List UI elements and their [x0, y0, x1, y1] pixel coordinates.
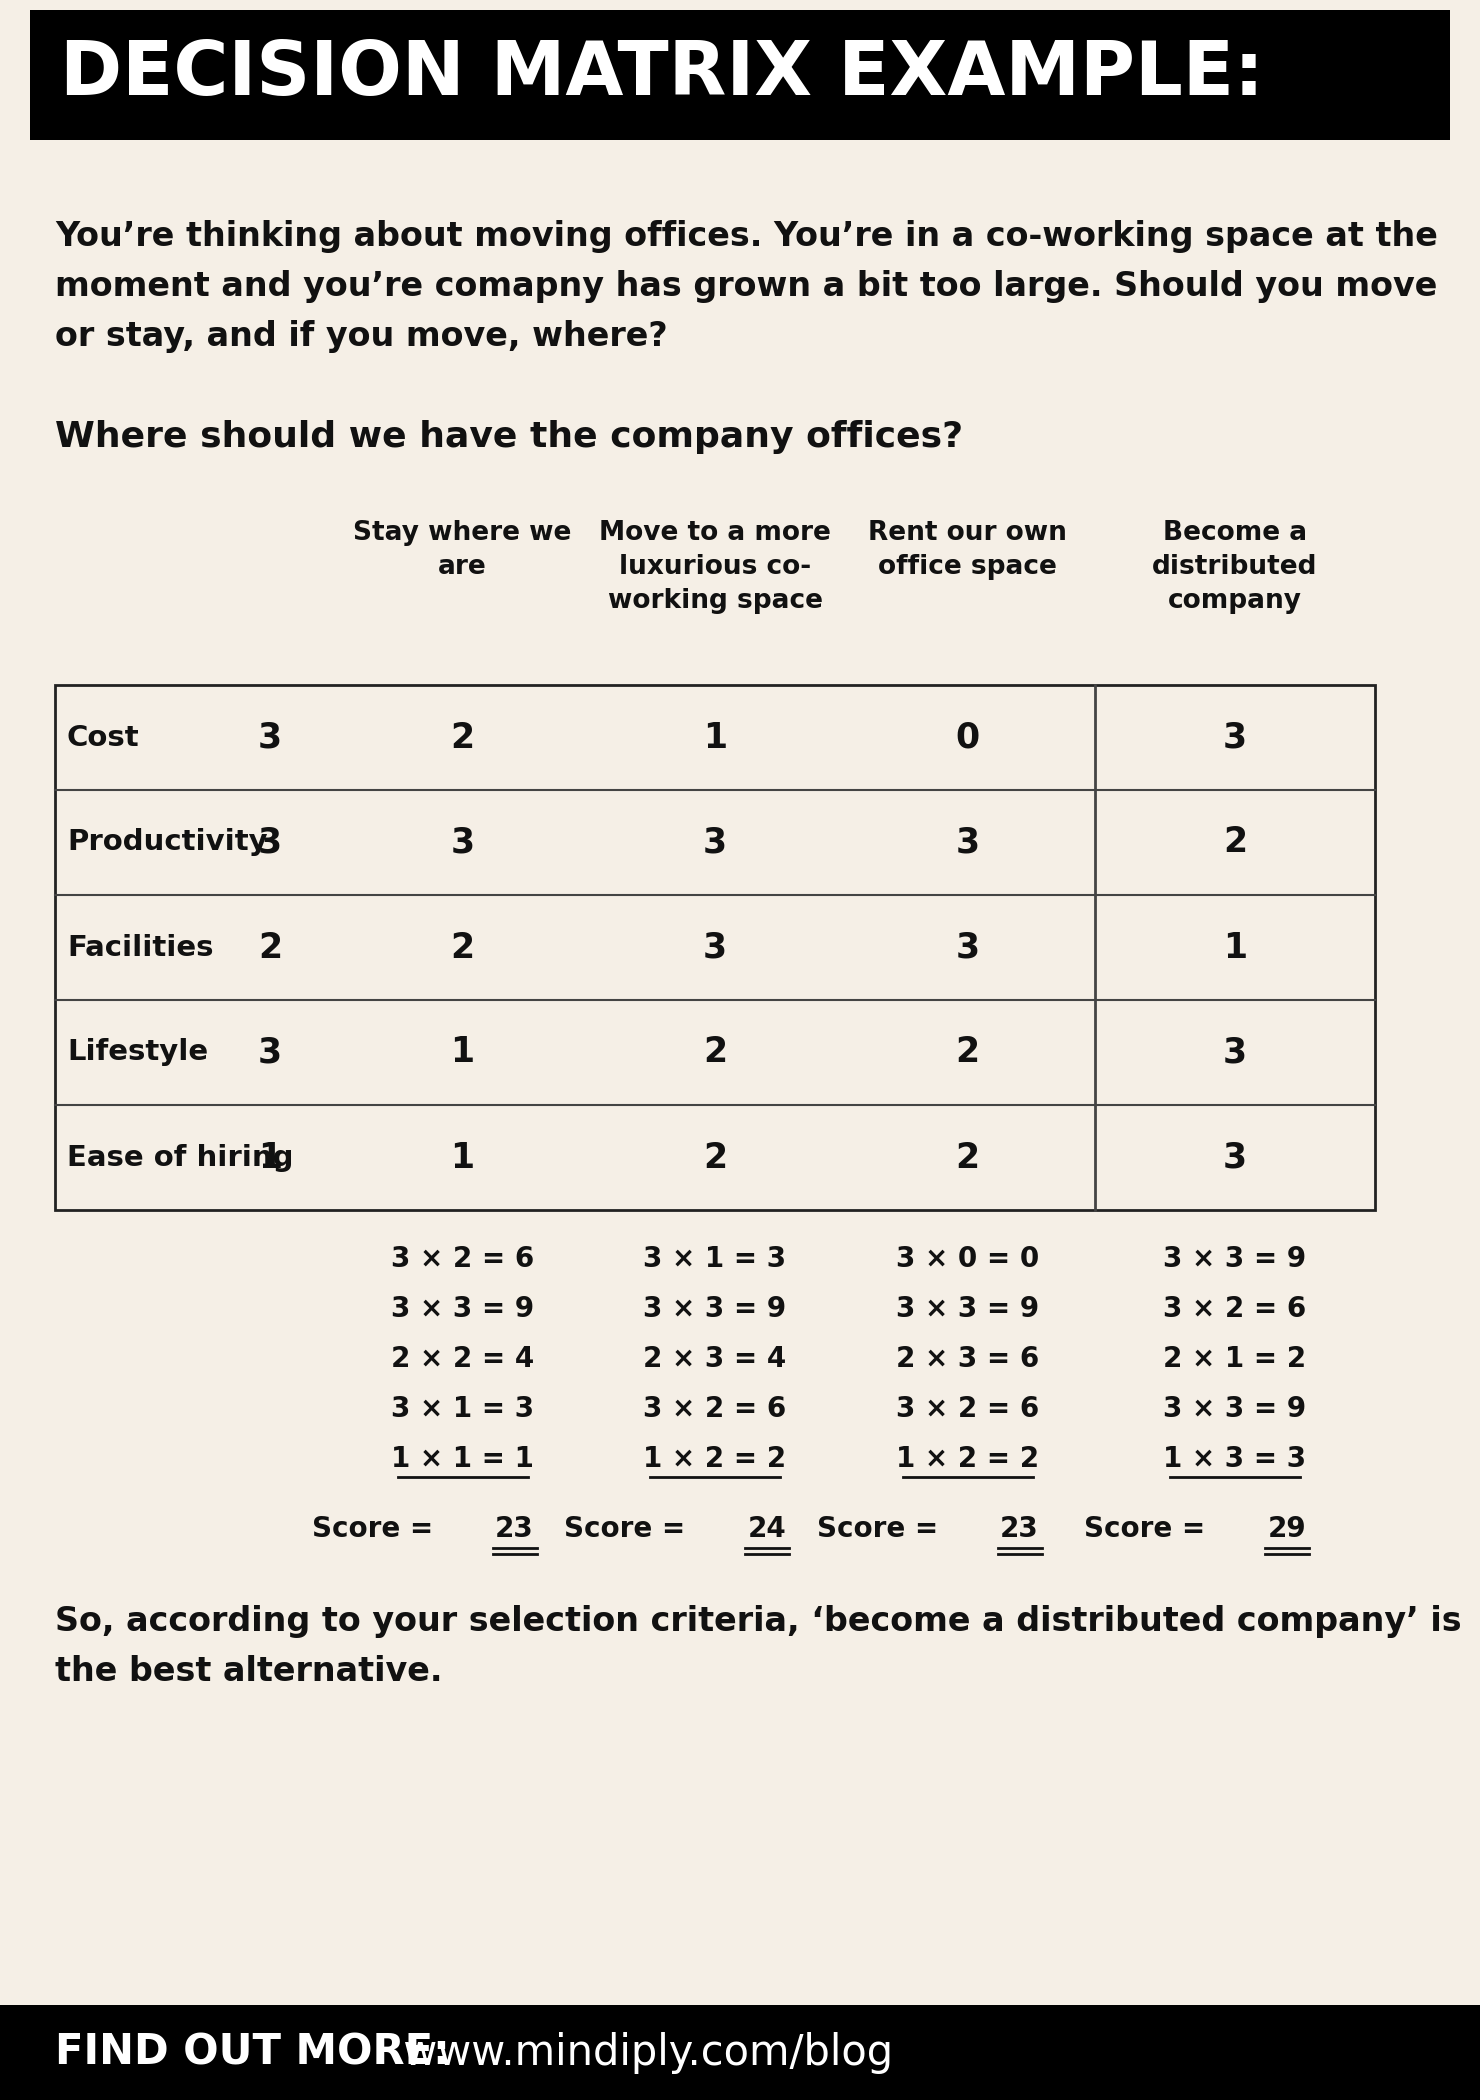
- Text: 3: 3: [258, 720, 283, 754]
- Text: 2 × 3 = 6: 2 × 3 = 6: [895, 1344, 1039, 1373]
- Text: 24: 24: [747, 1514, 786, 1544]
- Text: 2 × 3 = 4: 2 × 3 = 4: [644, 1344, 787, 1373]
- Text: 3 × 3 = 9: 3 × 3 = 9: [391, 1296, 534, 1323]
- Text: 1: 1: [703, 720, 727, 754]
- Text: 1 × 2 = 2: 1 × 2 = 2: [644, 1445, 786, 1472]
- Text: 1: 1: [450, 1035, 475, 1069]
- Text: 3 × 3 = 9: 3 × 3 = 9: [895, 1296, 1039, 1323]
- Text: 3 × 2 = 6: 3 × 2 = 6: [644, 1394, 787, 1424]
- Text: DECISION MATRIX EXAMPLE:: DECISION MATRIX EXAMPLE:: [61, 38, 1264, 111]
- Text: 1 × 1 = 1: 1 × 1 = 1: [391, 1445, 534, 1472]
- Text: Score =: Score =: [564, 1514, 696, 1544]
- Text: 2: 2: [956, 1140, 980, 1174]
- Text: Stay where we
are: Stay where we are: [354, 521, 571, 580]
- Text: 2 × 2 = 4: 2 × 2 = 4: [391, 1344, 534, 1373]
- Text: Score =: Score =: [312, 1514, 443, 1544]
- Text: 3: 3: [703, 825, 727, 859]
- Text: 3 × 3 = 9: 3 × 3 = 9: [1163, 1394, 1307, 1424]
- Text: 2: 2: [703, 1140, 727, 1174]
- Text: 1: 1: [450, 1140, 475, 1174]
- Text: 2: 2: [450, 930, 475, 964]
- Text: 3: 3: [956, 825, 980, 859]
- Text: 2: 2: [258, 930, 283, 964]
- Text: Score =: Score =: [1085, 1514, 1215, 1544]
- Text: Cost: Cost: [67, 724, 139, 752]
- Text: 3 × 2 = 6: 3 × 2 = 6: [895, 1394, 1039, 1424]
- Text: 3 × 2 = 6: 3 × 2 = 6: [1163, 1296, 1307, 1323]
- Text: 23: 23: [1000, 1514, 1039, 1544]
- Text: So, according to your selection criteria, ‘become a distributed company’ is
the : So, according to your selection criteria…: [55, 1604, 1462, 1688]
- Text: Move to a more
luxurious co-
working space: Move to a more luxurious co- working spa…: [599, 521, 830, 613]
- Text: 3 × 1 = 3: 3 × 1 = 3: [391, 1394, 534, 1424]
- Text: You’re thinking about moving offices. You’re in a co-working space at the
moment: You’re thinking about moving offices. Yo…: [55, 220, 1439, 353]
- Text: 3: 3: [703, 930, 727, 964]
- Text: 2 × 1 = 2: 2 × 1 = 2: [1163, 1344, 1307, 1373]
- Text: 3 × 3 = 9: 3 × 3 = 9: [1163, 1245, 1307, 1273]
- Text: 3: 3: [450, 825, 475, 859]
- Text: 3: 3: [1222, 1035, 1248, 1069]
- Text: 3 × 2 = 6: 3 × 2 = 6: [391, 1245, 534, 1273]
- Text: 29: 29: [1268, 1514, 1307, 1544]
- Text: www.mindiply.com/blog: www.mindiply.com/blog: [391, 2031, 892, 2073]
- Text: 2: 2: [1222, 825, 1248, 859]
- Text: FIND OUT MORE:: FIND OUT MORE:: [55, 2031, 450, 2073]
- Text: 3: 3: [258, 825, 283, 859]
- Text: 3: 3: [1222, 720, 1248, 754]
- Text: 1: 1: [258, 1140, 283, 1174]
- Text: 1 × 2 = 2: 1 × 2 = 2: [895, 1445, 1039, 1472]
- Text: 3: 3: [1222, 1140, 1248, 1174]
- Bar: [55, 685, 1375, 1210]
- Text: Ease of hiring: Ease of hiring: [67, 1144, 293, 1172]
- Text: 3 × 1 = 3: 3 × 1 = 3: [644, 1245, 786, 1273]
- Text: 0: 0: [956, 720, 980, 754]
- Text: 2: 2: [703, 1035, 727, 1069]
- Bar: [0, 2006, 1480, 2100]
- Text: 2: 2: [956, 1035, 980, 1069]
- Text: Rent our own
office space: Rent our own office space: [869, 521, 1067, 580]
- Text: 2: 2: [450, 720, 475, 754]
- Text: 3: 3: [258, 1035, 283, 1069]
- Text: Lifestyle: Lifestyle: [67, 1040, 209, 1067]
- Text: Facilities: Facilities: [67, 934, 213, 962]
- Bar: [30, 10, 1450, 141]
- Text: Score =: Score =: [817, 1514, 947, 1544]
- Text: 3 × 0 = 0: 3 × 0 = 0: [895, 1245, 1039, 1273]
- Text: 3 × 3 = 9: 3 × 3 = 9: [644, 1296, 786, 1323]
- Text: Become a
distributed
company: Become a distributed company: [1153, 521, 1317, 613]
- Text: 3: 3: [956, 930, 980, 964]
- Text: 1: 1: [1222, 930, 1248, 964]
- Text: Where should we have the company offices?: Where should we have the company offices…: [55, 420, 963, 454]
- Text: 1 × 3 = 3: 1 × 3 = 3: [1163, 1445, 1307, 1472]
- Text: 23: 23: [496, 1514, 534, 1544]
- Text: Productivity: Productivity: [67, 830, 268, 857]
